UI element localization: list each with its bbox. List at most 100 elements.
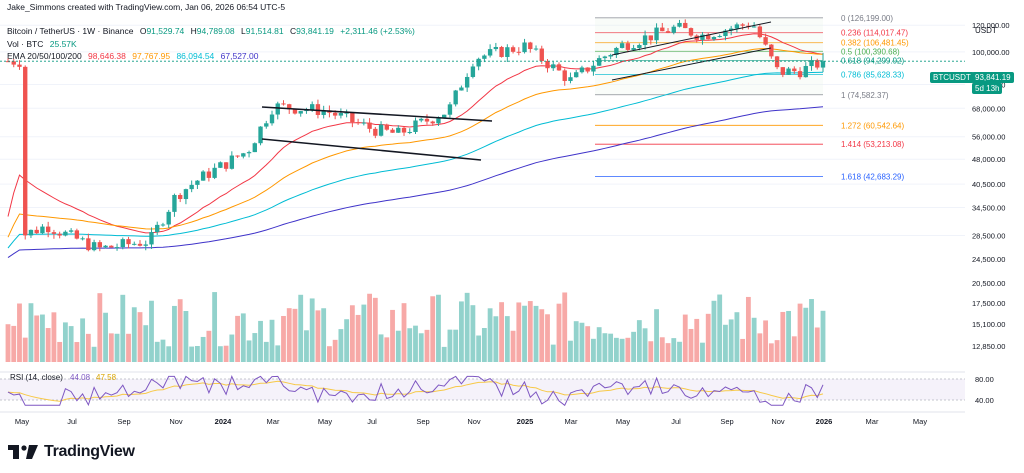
volume-bar bbox=[304, 330, 309, 362]
trendline-lower bbox=[261, 138, 482, 161]
volume-bar bbox=[103, 312, 108, 362]
candle-body bbox=[120, 239, 125, 248]
candle-body bbox=[160, 224, 166, 226]
fib-level-label: 0.236 (114,017.47) bbox=[841, 29, 908, 38]
o-label: O bbox=[139, 26, 147, 36]
volume-bar bbox=[229, 334, 235, 362]
candle-body bbox=[792, 68, 797, 72]
candle-body bbox=[355, 122, 361, 124]
volume-bar bbox=[97, 293, 103, 362]
candle-body bbox=[103, 245, 108, 248]
candle-body bbox=[665, 31, 671, 33]
volume-bar bbox=[464, 292, 470, 362]
tradingview-logo[interactable]: TradingView bbox=[8, 443, 135, 461]
volume-bar bbox=[745, 296, 751, 362]
volume-bar bbox=[631, 331, 637, 362]
volume-bar bbox=[711, 300, 717, 362]
candle-body bbox=[241, 153, 246, 157]
volume-bar bbox=[240, 313, 246, 362]
currency-label: USDT bbox=[975, 26, 997, 35]
candle-body bbox=[533, 48, 539, 50]
candle-body bbox=[384, 124, 389, 130]
candle-body bbox=[223, 162, 229, 169]
volume-bar bbox=[57, 341, 63, 362]
volume-bar bbox=[568, 340, 573, 362]
volume-bar bbox=[11, 325, 17, 362]
volume-bar bbox=[550, 344, 556, 362]
fib-level-label: 1.272 (60,542.64) bbox=[841, 121, 904, 130]
open-value: 91,529.74 bbox=[146, 26, 185, 36]
time-tick-label: May bbox=[616, 417, 630, 426]
volume-bar bbox=[269, 319, 275, 362]
volume-bar bbox=[200, 336, 206, 362]
time-tick-label: May bbox=[913, 417, 927, 426]
volume-bar bbox=[613, 337, 619, 362]
volume-bar bbox=[533, 305, 539, 362]
brand-name: TradingView bbox=[44, 443, 135, 460]
price-tick-label: 68,000.00 bbox=[972, 104, 1005, 113]
candle-body bbox=[23, 66, 28, 236]
volume-bar bbox=[143, 325, 149, 362]
volume-bar bbox=[809, 299, 814, 362]
candle-body bbox=[516, 51, 521, 53]
candle-body bbox=[264, 123, 269, 127]
candle-body bbox=[80, 238, 85, 240]
rsi-line bbox=[7, 374, 824, 407]
time-tick-label: May bbox=[15, 417, 29, 426]
rsi-ma-line bbox=[7, 380, 824, 402]
candle-body bbox=[419, 118, 424, 121]
volume-label: Vol · BTC bbox=[7, 39, 44, 49]
volume-bar bbox=[682, 314, 688, 362]
price-tick-label: 24,500.00 bbox=[972, 255, 1005, 264]
fib-zone bbox=[595, 17, 823, 95]
candle-body bbox=[281, 103, 286, 105]
candle-body bbox=[235, 155, 240, 157]
time-tick-label: Jul bbox=[367, 417, 377, 426]
volume-bar bbox=[22, 337, 28, 362]
high-value: 94,789.08 bbox=[196, 26, 235, 36]
volume-bar bbox=[149, 300, 154, 362]
volume-bar bbox=[413, 325, 418, 362]
volume-bar bbox=[654, 309, 659, 362]
volume-bar bbox=[258, 320, 263, 362]
volume-bar bbox=[378, 334, 384, 362]
volume-bar bbox=[17, 303, 22, 362]
volume-bar bbox=[418, 333, 424, 362]
candle-body bbox=[361, 122, 367, 124]
candle-body bbox=[114, 247, 120, 249]
candle-body bbox=[740, 24, 745, 26]
candle-body bbox=[189, 184, 194, 190]
candle-body bbox=[654, 27, 659, 41]
rsi-value: 44.08 bbox=[70, 373, 91, 382]
volume-bar bbox=[510, 330, 516, 362]
volume-bar bbox=[728, 319, 734, 362]
volume-bar bbox=[332, 339, 338, 362]
volume-bar bbox=[493, 316, 499, 362]
price-tick-label: 17,500.00 bbox=[972, 299, 1005, 308]
candle-body bbox=[585, 67, 590, 72]
candle-body bbox=[562, 70, 567, 81]
candle-body bbox=[252, 143, 257, 153]
candle-body bbox=[797, 71, 803, 78]
candle-body bbox=[5, 61, 11, 63]
candle-body bbox=[172, 194, 177, 212]
candle-body bbox=[298, 111, 303, 114]
volume-bar bbox=[453, 329, 459, 362]
time-tick-label: Sep bbox=[416, 417, 429, 426]
price-tick-label: 40,500.00 bbox=[972, 180, 1005, 189]
volume-bar bbox=[763, 320, 769, 362]
fib-level-label: 0.5 (100,390.68) bbox=[841, 47, 900, 56]
candle-body bbox=[287, 104, 292, 110]
candle-body bbox=[413, 120, 418, 132]
volume-bar bbox=[625, 337, 631, 362]
candle-body bbox=[269, 114, 275, 124]
volume-bar bbox=[436, 294, 441, 362]
candle-body bbox=[126, 239, 131, 245]
volume-bar bbox=[286, 308, 292, 362]
volume-bar bbox=[131, 307, 137, 362]
volume-bar bbox=[68, 326, 74, 362]
candle-body bbox=[671, 26, 676, 33]
volume-bar bbox=[355, 314, 361, 362]
time-tick-label: 2025 bbox=[517, 417, 534, 426]
